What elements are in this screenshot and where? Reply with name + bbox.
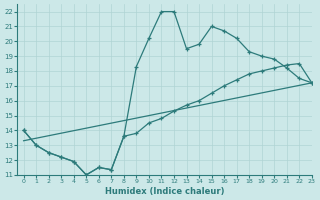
X-axis label: Humidex (Indice chaleur): Humidex (Indice chaleur) [105,187,224,196]
